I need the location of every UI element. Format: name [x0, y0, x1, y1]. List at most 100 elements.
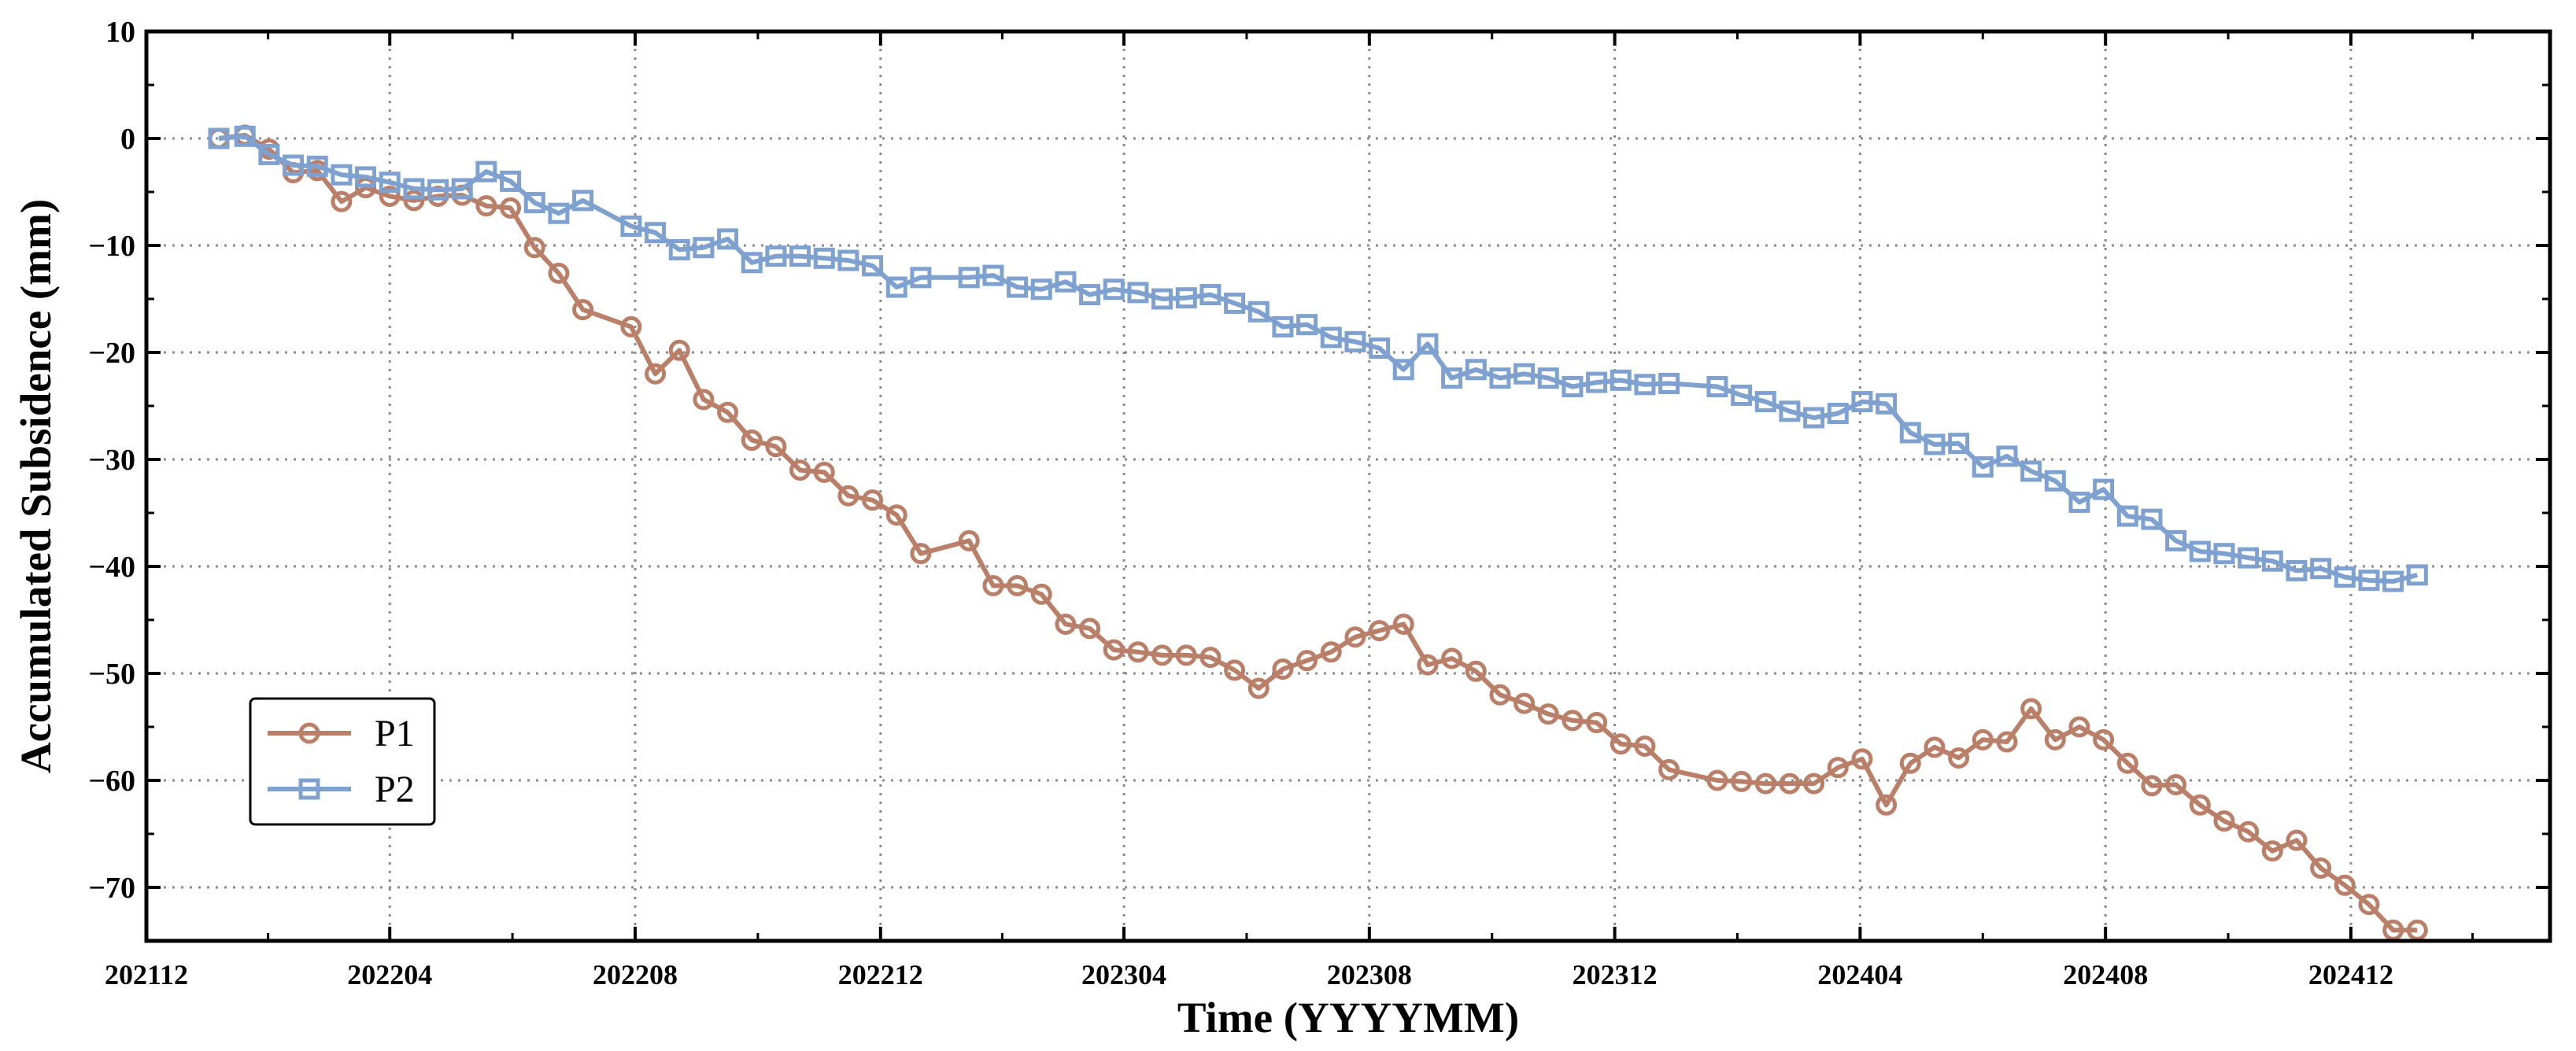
data-point-p1 — [1103, 639, 1125, 661]
data-point-p2 — [1658, 372, 1680, 394]
data-point-p1 — [789, 459, 811, 481]
data-point-p2 — [1441, 367, 1463, 389]
data-point-p2 — [234, 125, 256, 147]
data-point-p1 — [1851, 748, 1873, 770]
data-point-p2 — [1513, 363, 1536, 385]
data-point-p2 — [958, 267, 980, 289]
data-point-p1 — [2189, 794, 2211, 816]
data-point-p2 — [258, 143, 280, 165]
data-point-p2 — [1151, 288, 1173, 310]
data-point-p1 — [1392, 613, 1414, 635]
data-point-p1 — [1175, 644, 1197, 666]
data-point-p1 — [2334, 874, 2356, 896]
data-point-p1 — [1272, 658, 1294, 680]
data-point-p2 — [2334, 566, 2356, 588]
data-point-p2 — [1392, 359, 1414, 381]
data-point-p1 — [1127, 641, 1149, 663]
data-point-p1 — [1658, 758, 1680, 780]
data-point-p1 — [693, 389, 715, 411]
data-point-p2 — [2358, 570, 2380, 592]
data-point-p1 — [1224, 659, 1246, 681]
plot-area-frame — [144, 29, 2552, 943]
data-point-p1 — [2286, 829, 2308, 851]
data-point-p1 — [620, 315, 642, 337]
data-point-p2 — [765, 245, 787, 267]
data-point-p2 — [813, 247, 835, 269]
data-point-p2 — [1103, 278, 1125, 301]
y-tick-label: −30 — [88, 444, 135, 477]
data-point-p1 — [765, 436, 787, 458]
data-point-p2 — [1586, 371, 1608, 393]
data-point-p2 — [1344, 330, 1366, 352]
data-point-p2 — [741, 252, 763, 274]
data-point-p2 — [379, 171, 401, 194]
data-point-p1 — [1634, 735, 1656, 757]
x-tick-label: 202208 — [593, 959, 678, 990]
data-point-p1 — [1586, 712, 1608, 734]
y-tick-label: −50 — [88, 658, 135, 691]
data-point-p1 — [1537, 703, 1559, 725]
data-point-p1 — [2213, 810, 2235, 832]
data-point-p2 — [885, 276, 907, 298]
data-point-p2 — [717, 228, 739, 250]
x-tick-label: 202212 — [838, 959, 923, 990]
data-point-p2 — [2141, 508, 2163, 530]
data-point-p1 — [1827, 757, 1849, 779]
data-point-p2 — [2261, 550, 2283, 572]
data-point-p1 — [958, 529, 980, 551]
data-point-p1 — [1561, 710, 1584, 732]
data-point-p1 — [1007, 574, 1029, 596]
data-point-p1 — [1754, 773, 1776, 795]
data-point-p1 — [379, 185, 401, 207]
data-point-p2 — [1465, 359, 1487, 381]
data-point-p1 — [1948, 747, 1970, 769]
x-tick-label: 202304 — [1081, 959, 1166, 990]
data-point-p2 — [1247, 301, 1270, 323]
legend-box — [249, 697, 436, 826]
data-point-p2 — [2213, 543, 2235, 565]
data-point-p2 — [1561, 376, 1584, 398]
data-point-p2 — [789, 245, 811, 267]
data-point-p2 — [645, 222, 667, 244]
x-tick-label: 202408 — [2063, 959, 2148, 990]
data-point-p2 — [2044, 470, 2066, 492]
data-point-p2 — [331, 164, 353, 186]
data-point-p1 — [2406, 919, 2428, 941]
data-point-p2 — [1754, 391, 1776, 413]
data-point-p1 — [1344, 626, 1366, 648]
y-tick-label: −60 — [88, 765, 135, 798]
data-point-p1 — [2310, 857, 2332, 880]
data-point-p2 — [1996, 445, 2018, 467]
data-point-p2 — [693, 237, 715, 259]
data-point-p2 — [1924, 433, 1946, 455]
data-point-p1 — [885, 504, 907, 526]
data-point-p1 — [500, 197, 522, 219]
y-axis-title: Accumulated Subsidence (mm) — [12, 199, 60, 773]
data-point-p1 — [1610, 733, 1632, 755]
data-point-p2 — [2238, 547, 2260, 569]
axis-ticks: 202112 202204 202208 202212 202304 202308 2023… — [88, 16, 2550, 990]
data-point-p1 — [1996, 731, 2018, 753]
data-point-p1 — [572, 299, 594, 321]
data-point-p1 — [1441, 647, 1463, 669]
data-point-p2 — [523, 192, 545, 214]
data-point-p1 — [1731, 770, 1753, 792]
legend-marker-p2 — [298, 778, 320, 800]
data-point-p1 — [2165, 773, 2187, 795]
data-point-p2 — [283, 154, 305, 176]
data-point-p1 — [1465, 660, 1487, 682]
data-point-p2 — [2116, 505, 2138, 527]
data-point-p2 — [2310, 558, 2332, 580]
data-point-p2 — [2382, 570, 2404, 592]
data-point-p1 — [1030, 583, 1052, 605]
data-point-p2 — [1948, 433, 1970, 455]
data-point-p1 — [982, 574, 1004, 596]
data-point-p1 — [2020, 698, 2042, 720]
data-point-p2 — [1224, 292, 1246, 314]
data-point-p2 — [427, 179, 449, 201]
data-point-p1 — [2358, 894, 2380, 916]
data-point-p1 — [1296, 650, 1318, 672]
data-point-p1 — [1489, 684, 1511, 706]
data-point-p1 — [1899, 752, 1921, 774]
